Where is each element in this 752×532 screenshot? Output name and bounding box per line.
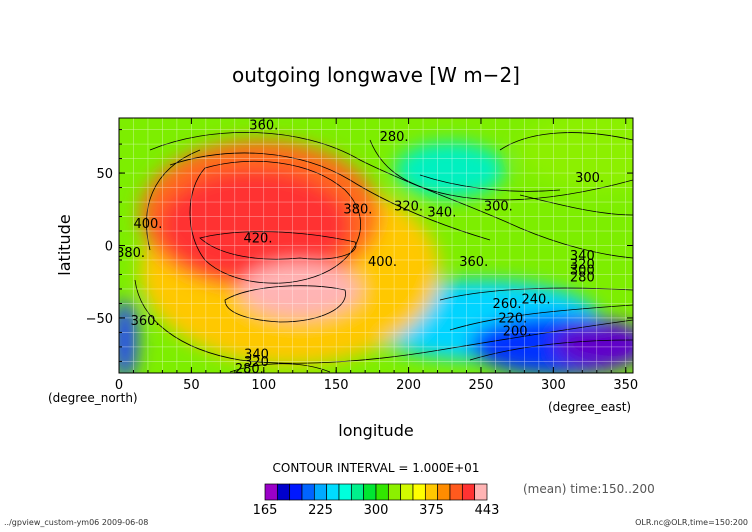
contour-labels: 360. 280. 300. 380. 320. 340. 300. 400. 420. 380.… [116,119,604,377]
contour-label: 380. [343,203,372,218]
footer-left: ../gpview_custom-ym06 2009-06-08 [4,518,149,527]
x-tick-label: 300 [541,378,566,393]
contour-label: 200. [503,324,532,339]
colorbar-swatch [350,483,365,501]
colorbar-swatch [276,483,291,501]
colorbar-swatch [424,483,439,501]
footer-right: OLR.nc@OLR,time=150:200 [635,518,748,527]
colorbar-swatch [289,483,303,501]
colorbar-label: 165 [253,503,278,518]
contour-label: 280. [235,362,264,377]
x-tick-label: 50 [183,378,200,393]
y-unit-label: (degree_north) [48,391,138,405]
contour-label: 340. [427,206,456,221]
colorbar-label: 225 [308,503,333,518]
y-tick-label: 50 [96,167,113,182]
x-tick-label: 150 [324,378,349,393]
contour-line [439,287,633,301]
colorbar-label: 300 [364,503,389,518]
x-tick-label: 200 [396,378,421,393]
contour-line [469,339,633,361]
colorbar-label: 375 [419,503,444,518]
colorbar-swatch [437,483,451,501]
colorbar-swatch [400,483,414,501]
x-tick-label: 250 [469,378,494,393]
contour-label: 360. [131,314,160,329]
y-axis-label: latitude [55,214,74,275]
colorbar-swatch [375,483,389,501]
x-axis-label: longitude [338,421,413,440]
contour-line [199,231,357,260]
contour-label: 320. [394,200,423,215]
contour-label: 360. [459,255,488,270]
contour-label: 280 [570,271,595,286]
contour-interval: CONTOUR INTERVAL = 1.000E+01 [273,461,480,475]
contour-label: 360. [249,119,278,134]
contour-label: 340 [244,348,269,363]
contour-line [224,285,346,323]
grid-lines [119,118,633,373]
contour-label: 280. [380,130,409,145]
plot-area: 360. 280. 300. 380. 320. 340. 300. 400. 420. 380.… [116,118,633,377]
colorbar-swatch [387,483,402,501]
y-axis: −50 0 50 [86,129,633,362]
colorbar-swatch [301,483,315,501]
colorbar-swatch [326,483,340,501]
contour-label: 240. [522,292,551,307]
x-tick-label: 350 [613,378,638,393]
colorbar-swatch [338,483,352,501]
contour-label: 220. [498,311,527,326]
colorbar-swatch [264,483,278,501]
colorbar-swatch [313,483,328,501]
contour-label: 380. [116,246,145,261]
colorbar-swatch [474,483,488,501]
contour-line [229,363,331,373]
colorbar-swatch [363,483,377,501]
contour-label: 400. [368,255,397,270]
colorbar [264,483,488,501]
contour-line [449,304,633,331]
contour-label: 300. [484,200,513,215]
contour-label: 300. [575,171,604,186]
x-tick-label: 0 [115,378,123,393]
y-tick-label: −50 [86,312,113,327]
x-unit-label: (degree_east) [548,400,631,414]
contour-label: 300 [570,263,595,278]
contour-line [519,194,633,216]
contour-label: 340 [570,249,595,264]
x-axis: 0 50 100 150 200 250 300 350 [115,118,638,393]
contour-line [369,139,633,201]
colorbar-swatch [449,483,463,501]
colorbar-swatch [412,483,426,501]
mean-time-note: (mean) time:150..200 [523,482,655,496]
contour-line [169,152,491,241]
colorbar-swatch [461,483,476,501]
contour-line [189,160,361,284]
colorbar-labels: 165 225 300 375 443 [253,503,500,518]
contour-label: 260. [493,297,522,312]
contour-label: 320 [570,258,595,273]
contour-label: 400. [133,217,162,232]
contour-label: 320 [244,355,269,370]
contour-label: 420. [244,232,273,247]
y-tick-label: 0 [105,240,113,255]
colorbar-label: 443 [475,503,500,518]
contour-line [419,174,561,192]
x-tick-label: 100 [251,378,276,393]
contour-line [146,149,201,251]
chart-title: outgoing longwave [W m−2] [232,63,520,87]
